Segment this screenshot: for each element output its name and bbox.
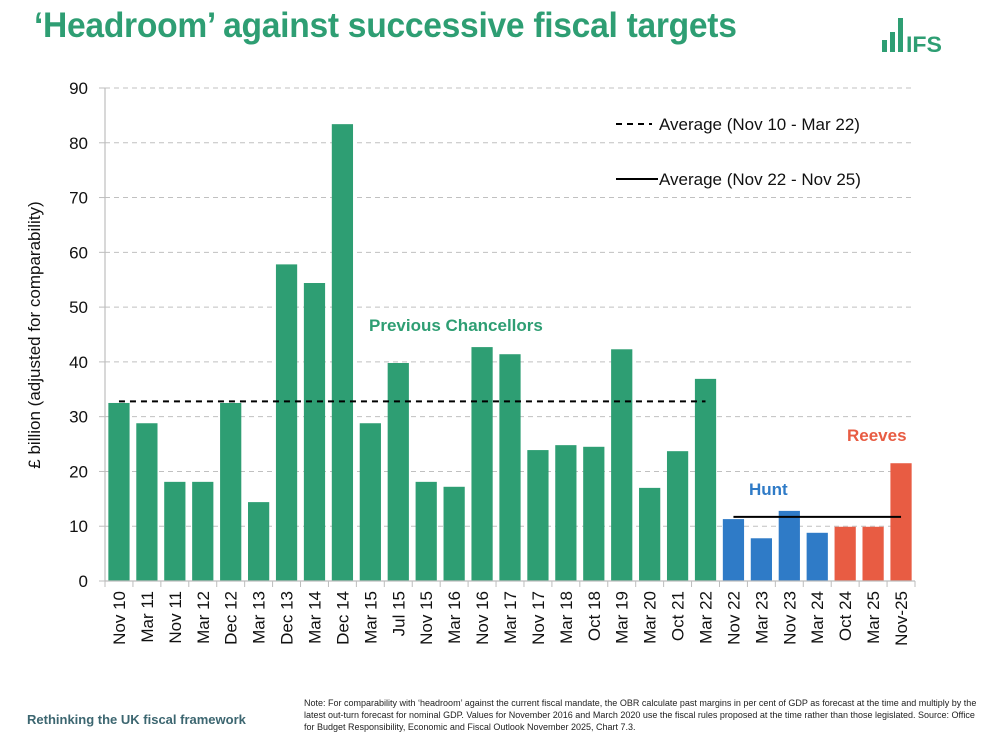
legend-label-solid: Average (Nov 22 - Nov 25) [659, 170, 861, 189]
bar [248, 502, 270, 581]
logo-text: IFS [906, 32, 942, 56]
x-tick-label: Jul 15 [389, 591, 408, 636]
y-tick-label: 80 [69, 134, 88, 153]
y-tick-label: 10 [69, 517, 88, 536]
bar-chart: 0 10 20 30 40 50 60 70 80 90 Nov 10 Mar 11 Nov 11 Ma… [25, 79, 916, 646]
x-tick-label: Dec 13 [278, 591, 297, 645]
x-tick-label: Mar 22 [697, 591, 716, 644]
bar [639, 487, 661, 581]
y-tick-label: 70 [69, 189, 88, 208]
y-tick-label: 20 [69, 462, 88, 481]
x-tick-label: Mar 20 [641, 591, 660, 644]
bar [108, 402, 130, 581]
x-tick-labels: Nov 10 Mar 11 Nov 11 Mar 12 Dec 12 Mar 13 Dec … [110, 591, 911, 646]
bar [387, 362, 409, 581]
bar [834, 526, 856, 581]
x-tick-label: Dec 12 [222, 591, 241, 645]
bar [303, 283, 326, 581]
bar [722, 519, 745, 581]
x-tick-label: Mar 11 [138, 591, 157, 643]
legend-label-dashed: Average (Nov 10 - Mar 22) [659, 115, 860, 134]
bar [583, 446, 605, 581]
x-tick-label: Oct 21 [669, 591, 688, 641]
x-tick-label: Oct 24 [836, 591, 855, 641]
bar [331, 124, 354, 582]
bar [220, 402, 242, 581]
x-tick-label: Nov 22 [724, 591, 743, 645]
bar [443, 486, 465, 581]
bar [862, 526, 884, 581]
bar [192, 481, 214, 581]
x-tick-marks [104, 581, 916, 587]
bars [108, 124, 912, 582]
bar [890, 463, 912, 581]
x-tick-label: Dec 14 [333, 591, 352, 645]
y-tick-label: 50 [69, 298, 88, 317]
bar [136, 423, 158, 581]
bar [527, 450, 549, 581]
bar [750, 538, 772, 581]
average-lines [118, 400, 902, 518]
x-tick-label: Nov 10 [110, 591, 129, 645]
x-tick-label: Mar 19 [613, 591, 632, 644]
x-tick-label: Mar 25 [864, 591, 883, 644]
bar [275, 264, 298, 581]
footer-note: Note: For comparability with ‘headroom’ … [304, 698, 977, 732]
y-tick-label: 90 [69, 79, 88, 98]
logo-bar-1 [882, 40, 887, 52]
annotation-previous-chancellors: Previous Chancellors [369, 316, 543, 335]
y-tick-label: 30 [69, 408, 88, 427]
x-tick-label: Mar 23 [752, 591, 771, 644]
x-tick-label: Mar 12 [194, 591, 213, 644]
bar [611, 349, 633, 581]
legend: Average (Nov 10 - Mar 22) Average (Nov 2… [616, 115, 861, 189]
y-tick-label: 0 [79, 572, 88, 591]
bar [555, 445, 577, 581]
logo-bar-2 [890, 32, 895, 52]
x-tick-label: Mar 24 [808, 591, 827, 644]
logo-bar-3 [898, 18, 903, 52]
bar [164, 481, 186, 581]
annotation-reeves: Reeves [847, 426, 907, 445]
footer-series-title: Rethinking the UK fiscal framework [27, 712, 246, 727]
bar [778, 510, 800, 581]
y-tick-labels: 0 10 20 30 40 50 60 70 80 90 [69, 79, 88, 591]
x-tick-label: Mar 17 [501, 591, 520, 644]
y-tick-label: 40 [69, 353, 88, 372]
x-tick-label: Mar 14 [305, 591, 324, 644]
x-tick-label: Nov 16 [473, 591, 492, 645]
bar [694, 378, 717, 581]
x-tick-label: Mar 13 [250, 591, 269, 644]
bar [415, 481, 437, 581]
x-tick-label: Oct 18 [585, 591, 604, 641]
x-tick-label: Nov 15 [417, 591, 436, 645]
y-axis-label: £ billion (adjusted for comparability) [25, 201, 44, 468]
ifs-logo: IFS [882, 18, 942, 56]
y-tick-label: 60 [69, 243, 88, 262]
chart-title: ‘Headroom’ against successive fiscal tar… [34, 6, 737, 45]
x-tick-label: Nov 11 [166, 591, 185, 644]
x-tick-label: Nov 23 [780, 591, 799, 645]
x-tick-label: Nov 17 [529, 591, 548, 645]
bar [499, 354, 521, 581]
bar [806, 532, 828, 581]
bar [471, 347, 493, 581]
x-tick-label: Mar 18 [557, 591, 576, 644]
annotation-hunt: Hunt [749, 480, 788, 499]
x-tick-label: Mar 16 [445, 591, 464, 644]
x-tick-label: Mar 15 [361, 591, 380, 644]
bar [666, 451, 689, 581]
bar [359, 423, 381, 581]
x-tick-label: Nov-25 [892, 591, 911, 646]
